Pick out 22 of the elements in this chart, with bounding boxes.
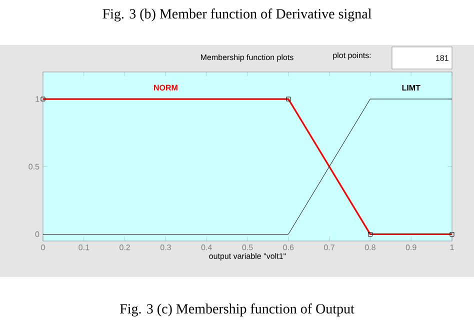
y-tick-label: 1 xyxy=(36,96,40,102)
x-tick-label: 0.6 xyxy=(283,244,294,250)
text: Membership function plots xyxy=(200,54,294,62)
x-tick-label: 1 xyxy=(450,244,454,250)
x-tick-label: 0.3 xyxy=(160,244,171,250)
caption: Fig. 3 (b) Member function of Derivative signal xyxy=(102,8,372,22)
y-tick-label: 0 xyxy=(35,231,40,238)
x-axis-title: output variable "volt1" xyxy=(209,253,286,261)
text: Fig. 3 (c) Membership function of Output xyxy=(120,304,354,316)
x-tick-label: 0.8 xyxy=(364,244,376,250)
series-label: LIMT xyxy=(402,84,420,90)
x-tick-label: 0 xyxy=(41,244,45,250)
y-tick-label: 0.5 xyxy=(28,164,40,170)
x-tick-label: 0.7 xyxy=(324,244,334,250)
text: plot points: xyxy=(333,52,371,60)
x-tick-label: 0.5 xyxy=(242,244,253,250)
x-tick-label: 0.9 xyxy=(406,244,416,250)
x-tick-label: 0.2 xyxy=(120,244,130,250)
x-tick-label: 0.1 xyxy=(78,244,90,250)
text: 181 xyxy=(436,55,448,61)
series-label: NORM xyxy=(154,84,178,90)
x-tick-label: 0.4 xyxy=(201,244,212,250)
